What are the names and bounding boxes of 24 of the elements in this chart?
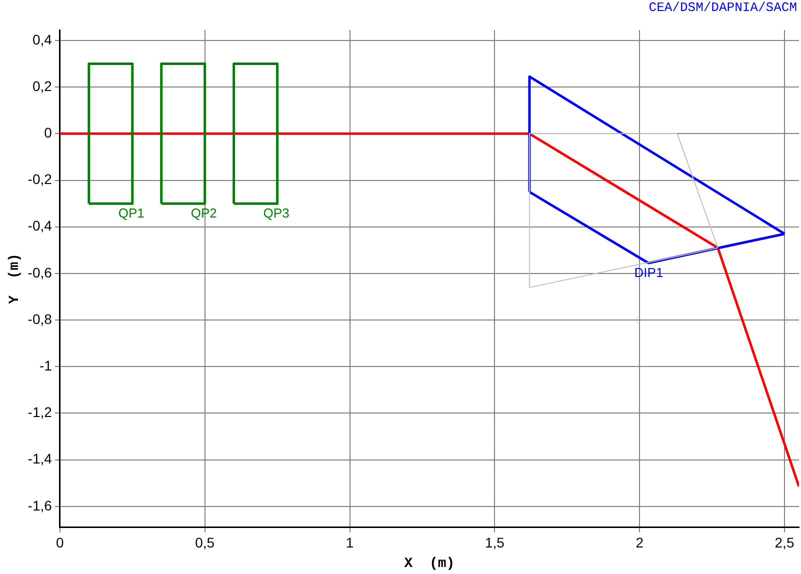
y-tick-label: 0,4: [32, 31, 52, 48]
series-label: DIP1: [634, 265, 664, 280]
x-tick-label: 2: [636, 534, 644, 551]
y-tick-label: -0,2: [28, 171, 52, 188]
y-tick-label: 0,2: [32, 78, 52, 94]
y-tick-label: -1,2: [28, 404, 52, 420]
chart-title: CEA/DSM/DAPNIA/SACM: [648, 0, 797, 15]
x-tick-label: 1: [346, 534, 354, 551]
x-axis-title: X (m): [404, 556, 455, 572]
x-tick-label: 0: [56, 534, 64, 551]
x-tick-label: 0,5: [195, 534, 215, 551]
y-tick-label: 0: [44, 124, 52, 141]
x-tick-label: 2,5: [774, 534, 794, 551]
y-tick-label: -0,4: [28, 218, 52, 234]
series-label: QP2: [190, 206, 217, 221]
y-tick-label: -1: [39, 358, 52, 374]
y-tick-label: -0,6: [28, 264, 52, 280]
series-label: QP1: [118, 206, 144, 221]
y-tick-label: -1,6: [28, 497, 52, 514]
y-tick-label: -1,4: [28, 450, 52, 467]
series-label: QP3: [263, 206, 290, 221]
x-tick-label: 1,5: [484, 534, 505, 551]
y-axis-title: Y (m): [6, 253, 23, 304]
y-tick-label: -0,8: [28, 310, 52, 327]
